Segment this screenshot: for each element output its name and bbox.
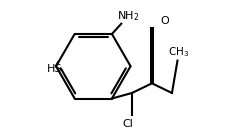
Text: CH$_3$: CH$_3$	[168, 46, 189, 59]
Text: HS: HS	[47, 64, 62, 74]
Text: Cl: Cl	[122, 119, 133, 129]
Text: NH$_2$: NH$_2$	[116, 10, 138, 23]
Text: O: O	[160, 16, 169, 26]
